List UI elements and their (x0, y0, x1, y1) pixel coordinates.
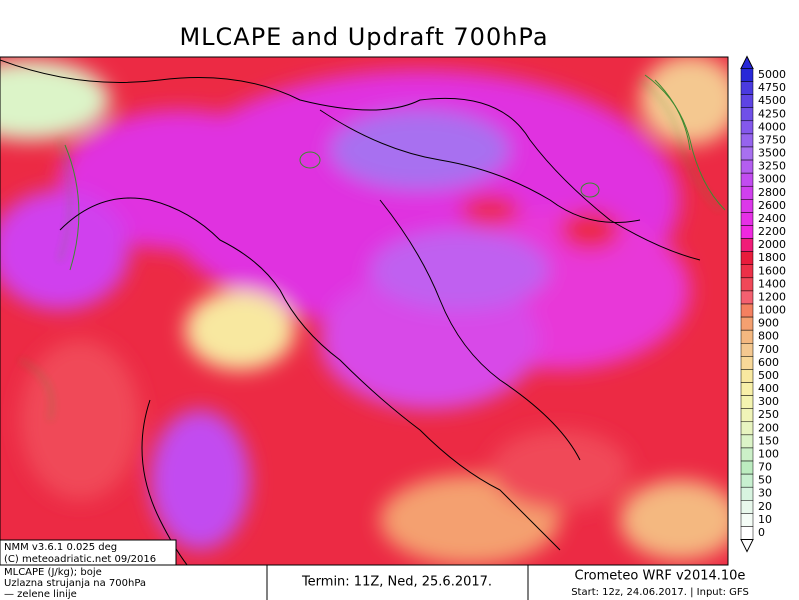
colorbar-label: 2800 (758, 186, 786, 199)
colorbar-swatch (740, 395, 754, 409)
colorbar-swatch (740, 225, 754, 239)
colorbar-label: 200 (758, 421, 779, 434)
colorbar-swatch (740, 447, 754, 462)
colorbar-swatch (740, 290, 754, 305)
colorbar-swatch (740, 513, 754, 527)
colorbar-swatch (740, 238, 754, 252)
colorbar-label: 2600 (758, 199, 786, 212)
colorbar-swatch (740, 172, 754, 187)
run-time: Termin: 11Z, Ned, 25.6.2017. (301, 575, 492, 590)
colorbar-swatch (740, 316, 754, 331)
colorbar-label: 1200 (758, 290, 786, 303)
colorbar-swatch (740, 120, 754, 135)
legend-line: — zelene linije (4, 589, 77, 600)
info-box (0, 539, 177, 566)
colorbar-swatch (740, 408, 754, 423)
colorbar-swatch (740, 500, 754, 514)
colorbar-label: 1000 (758, 304, 786, 317)
colorbar: 5000475045004250400037503500325030002800… (740, 55, 786, 553)
colorbar-swatch (740, 421, 754, 436)
map-area (0, 57, 728, 565)
legend-line: MLCAPE (J/kg); boje (4, 567, 102, 578)
colorbar-label: 1600 (758, 264, 786, 277)
colorbar-swatch (740, 146, 754, 161)
colorbar-arrow (740, 55, 754, 69)
colorbar-swatch (740, 159, 754, 174)
colorbar-label: 800 (758, 330, 779, 343)
colorbar-swatch (740, 356, 754, 370)
colorbar-label: 5000 (758, 68, 786, 81)
colorbar-swatch (740, 185, 754, 200)
colorbar-label: 30 (758, 487, 772, 500)
colorbar-label: 150 (758, 434, 779, 447)
legend-line: Uzlazna strujanja na 700hPa (4, 578, 146, 589)
model-name: Crometeo WRF v2014.10e (575, 569, 746, 584)
colorbar-swatch (740, 460, 754, 475)
colorbar-label: 1400 (758, 277, 786, 290)
colorbar-label: 0 (758, 526, 765, 539)
colorbar-label: 300 (758, 395, 779, 408)
map-title: MLCAPE and Updraft 700hPa (179, 23, 548, 51)
colorbar-swatch (740, 526, 754, 540)
colorbar-swatch (740, 107, 754, 122)
colorbar-swatch (740, 486, 754, 501)
colorbar-label: 2200 (758, 225, 786, 238)
colorbar-label: 100 (758, 447, 779, 460)
colorbar-label: 2400 (758, 212, 786, 225)
colorbar-swatch (740, 382, 754, 396)
colorbar-label: 3250 (758, 160, 786, 173)
colorbar-label: 20 (758, 500, 772, 513)
colorbar-label: 600 (758, 356, 779, 369)
colorbar-swatch (740, 251, 754, 265)
colorbar-label: 700 (758, 343, 779, 356)
colorbar-swatch (740, 94, 754, 108)
colorbar-label: 4000 (758, 120, 786, 133)
colorbar-label: 3000 (758, 173, 786, 186)
colorbar-label: 3750 (758, 133, 786, 146)
colorbar-label: 10 (758, 513, 772, 526)
colorbar-swatch (740, 434, 754, 449)
colorbar-label: 3500 (758, 147, 786, 160)
colorbar-label: 70 (758, 461, 772, 474)
colorbar-swatch (740, 473, 754, 488)
colorbar-label: 400 (758, 382, 779, 395)
colorbar-label: 4250 (758, 107, 786, 120)
colorbar-label: 900 (758, 317, 779, 330)
colorbar-label: 50 (758, 474, 772, 487)
colorbar-swatch (740, 81, 754, 95)
colorbar-swatch (740, 212, 754, 226)
colorbar-label: 1800 (758, 251, 786, 264)
colorbar-arrow (740, 539, 754, 553)
colorbar-swatch (740, 199, 754, 213)
colorbar-swatch (740, 133, 754, 148)
info-line: NMM v3.6.1 0.025 deg (4, 542, 117, 553)
colorbar-swatch (740, 303, 754, 318)
colorbar-swatch (740, 369, 754, 383)
colorbar-swatch (740, 343, 754, 357)
colorbar-label: 2000 (758, 238, 786, 251)
colorbar-swatch (740, 277, 754, 292)
colorbar-label: 4750 (758, 81, 786, 94)
colorbar-label: 4500 (758, 94, 786, 107)
colorbar-label: 250 (758, 408, 779, 421)
colorbar-swatch (740, 264, 754, 279)
model-info: Start: 12z, 24.06.2017. | Input: GFS (571, 587, 749, 598)
colorbar-label: 500 (758, 369, 779, 382)
colorbar-swatch (740, 68, 754, 82)
colorbar-swatch (740, 329, 754, 344)
info-line: (C) meteoadriatic.net 09/2016 (4, 554, 156, 565)
